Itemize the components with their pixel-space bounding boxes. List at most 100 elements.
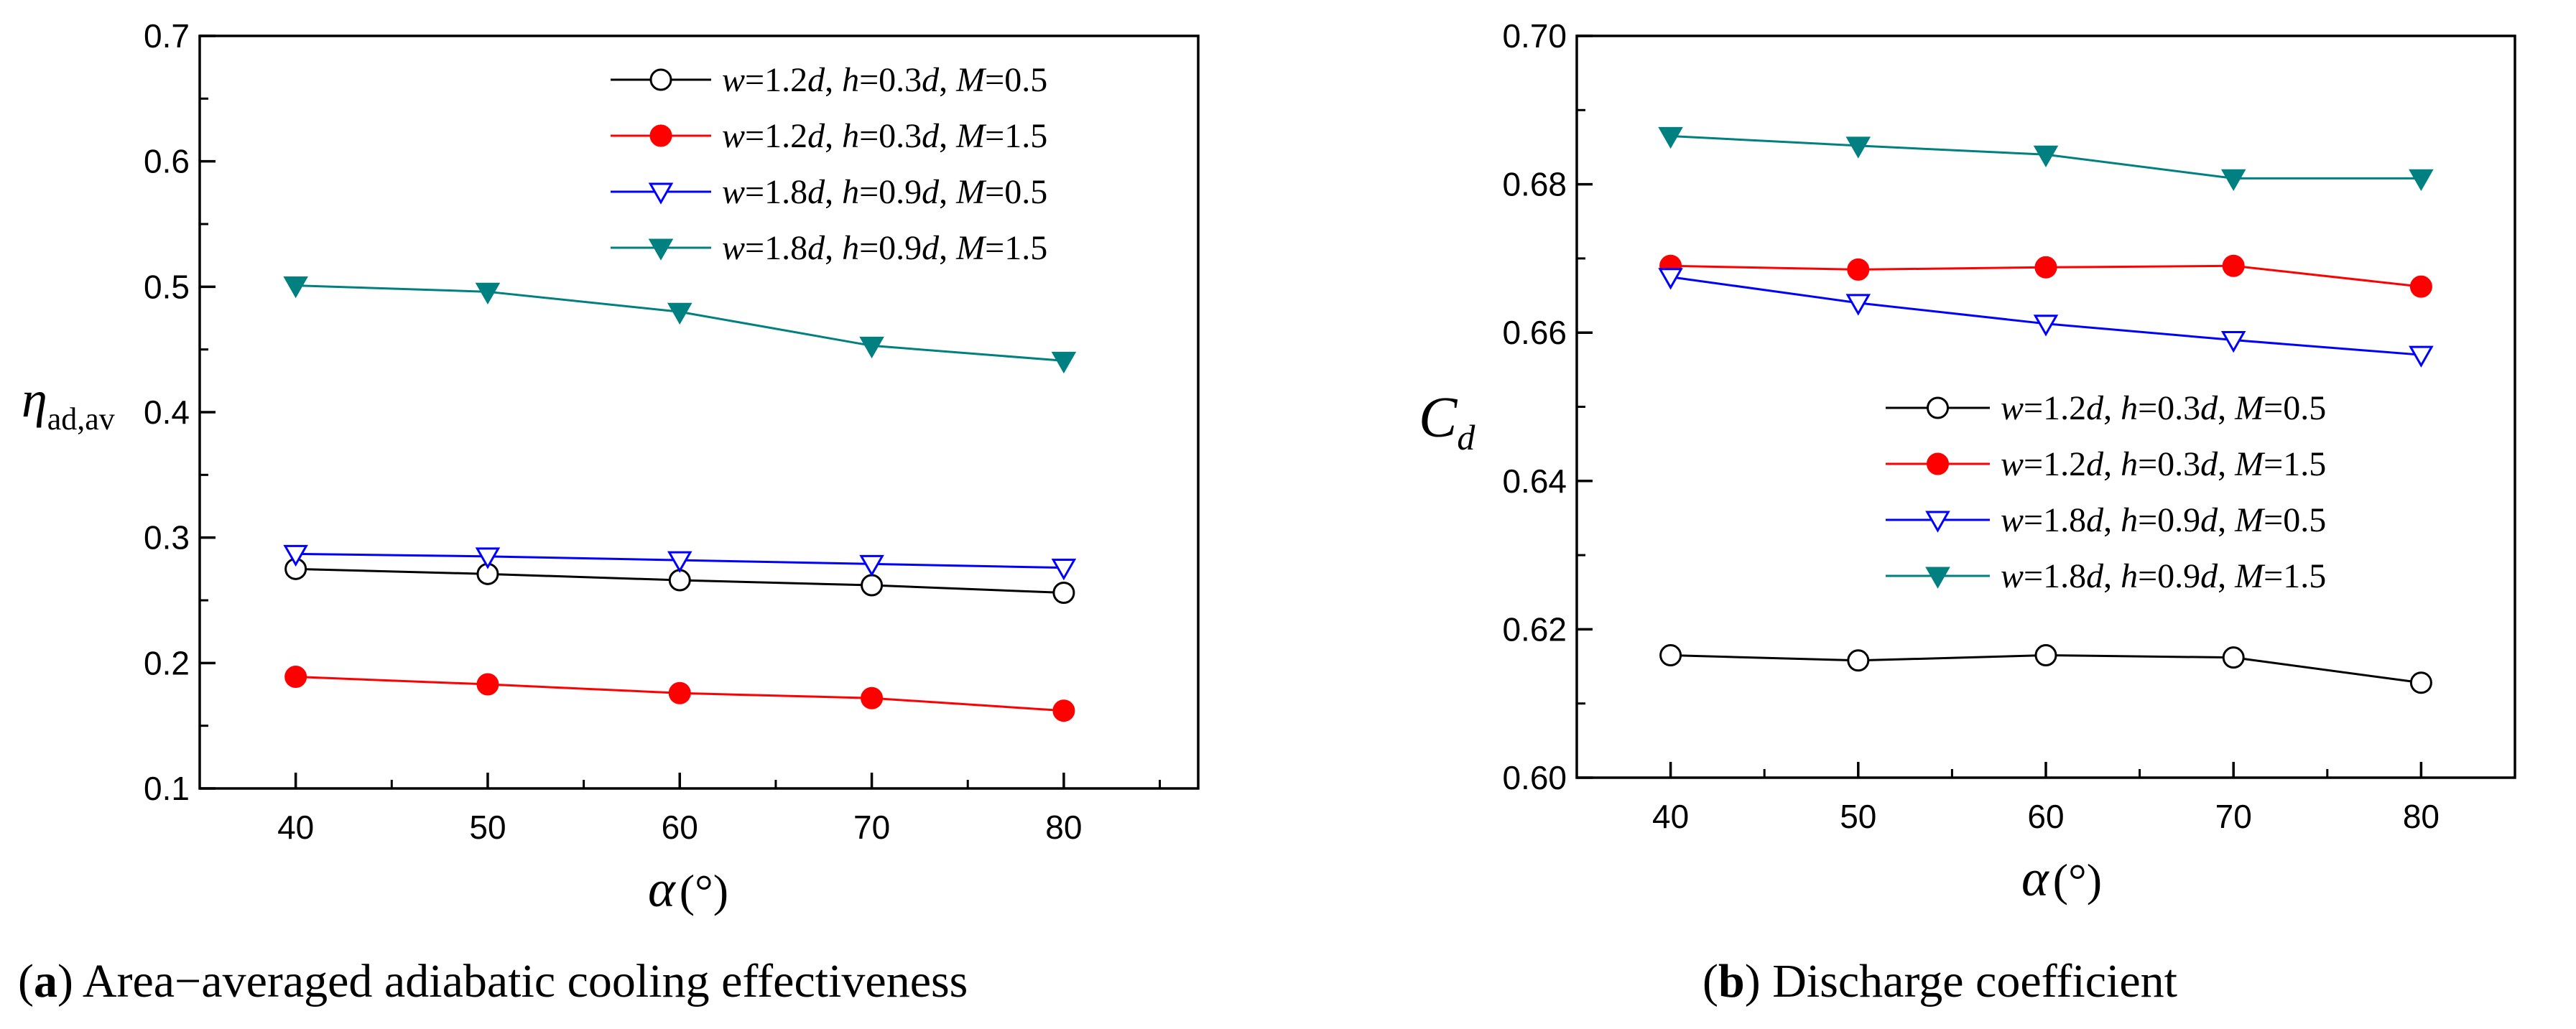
- legend-label-part: =0.3: [859, 117, 922, 155]
- legend-label-part: =1.8: [745, 173, 807, 211]
- legend-label-part: w: [2001, 557, 2024, 595]
- legend-label-part: w: [2001, 501, 2024, 539]
- legend-marker: [1925, 567, 1950, 589]
- legend-label-part: =0.9: [859, 173, 922, 211]
- y-tick-label: 0.3: [144, 519, 190, 557]
- data-point: [2220, 331, 2246, 353]
- legend-label-part: =1.8: [2024, 501, 2086, 539]
- legend-marker: [1927, 452, 1949, 475]
- data-point: [2222, 254, 2245, 277]
- x-axis-symbol: α: [648, 860, 676, 918]
- caption-paren: ): [1745, 955, 1772, 1007]
- x-tick-label: 50: [469, 809, 506, 846]
- legend-label-part: d: [2086, 501, 2104, 539]
- panel-caption: (a) Area−averaged adiabatic cooling effe…: [18, 955, 968, 1007]
- caption-text: Discharge coefficient: [1772, 955, 2177, 1007]
- panel-a: 0.10.20.30.40.50.60.740 50 60 70 80w=1.2d, h…: [18, 17, 1200, 1007]
- data-point: [1658, 126, 1683, 149]
- legend: w=1.2d, h=0.3d, M=0.5w=1.2d, h=0.3d, M=1…: [611, 61, 1047, 267]
- legend-label-part: =0.5: [2264, 389, 2326, 427]
- legend-label-part: d: [2086, 445, 2104, 483]
- legend-label-part: h: [2121, 389, 2138, 427]
- legend-label-part: M: [2234, 557, 2266, 595]
- x-axis-symbol: α: [2021, 849, 2049, 907]
- data-point: [667, 302, 692, 325]
- legend-label-part: =1.5: [985, 117, 1047, 155]
- x-tick-label: 60: [2027, 798, 2064, 835]
- legend-label-part: ,: [825, 229, 842, 267]
- legend-label-part: =1.8: [2024, 557, 2086, 595]
- legend-label-part: h: [2121, 445, 2138, 483]
- data-point: [1052, 699, 1075, 722]
- legend-label-part: ,: [2103, 389, 2121, 427]
- legend-label: w=1.8d, h=0.9d, M=1.5: [722, 229, 1047, 267]
- legend-label-part: ,: [2218, 389, 2235, 427]
- caption-paren: ): [57, 955, 83, 1007]
- series-1: [284, 557, 1075, 605]
- legend-label-part: h: [2121, 557, 2138, 595]
- legend-marker: [648, 182, 674, 205]
- legend-marker: [1925, 511, 1950, 533]
- legend-label-part: =0.9: [2138, 501, 2200, 539]
- legend-label-part: d: [2200, 501, 2218, 539]
- y-tick-label: 0.1: [144, 770, 190, 807]
- legend-label-part: ,: [2103, 557, 2121, 595]
- legend-label-part: d: [2200, 445, 2218, 483]
- y-axis-title: Cd: [1419, 386, 1475, 457]
- legend-label-part: =0.5: [2264, 501, 2326, 539]
- data-point: [859, 554, 884, 577]
- legend-label-part: =0.3: [859, 61, 922, 99]
- x-tick-label: 60: [662, 809, 698, 846]
- x-tick-label: 80: [1045, 809, 1082, 846]
- data-point: [668, 681, 691, 704]
- x-tick-label: 80: [2403, 798, 2440, 835]
- legend-label-part: ,: [825, 117, 842, 155]
- legend-label-part: =1.2: [2024, 445, 2086, 483]
- legend-label: w=1.8d, h=0.9d, M=0.5: [2001, 501, 2326, 539]
- legend-label-part: =1.2: [745, 117, 807, 155]
- y-tick-label: 0.6: [144, 143, 190, 180]
- legend-label-part: M: [955, 229, 987, 267]
- legend-label-part: ,: [825, 61, 842, 99]
- legend-label-part: w: [722, 117, 745, 155]
- y-axis-symbol: η: [22, 371, 47, 428]
- legend-label-part: w: [722, 229, 745, 267]
- data-point: [1052, 582, 1075, 605]
- y-tick-label: 0.70: [1502, 17, 1567, 55]
- legend-label-part: d: [922, 117, 940, 155]
- legend-item: w=1.2d, h=0.3d, M=1.5: [611, 117, 1047, 155]
- plot-frame: [198, 34, 1200, 790]
- legend-label-part: ,: [2218, 501, 2235, 539]
- legend-item: w=1.8d, h=0.9d, M=0.5: [1886, 501, 2326, 539]
- y-tick-label: 0.4: [144, 394, 190, 431]
- legend-label-part: h: [842, 117, 859, 155]
- data-point: [859, 336, 884, 359]
- data-point: [2409, 671, 2432, 694]
- y-tick-label: 0.60: [1502, 759, 1567, 796]
- legend-label: w=1.2d, h=0.3d, M=0.5: [722, 61, 1047, 99]
- data-point: [2409, 345, 2434, 368]
- y-tick-label: 0.68: [1502, 166, 1567, 203]
- data-point: [1845, 294, 1871, 316]
- caption-text: Area−averaged adiabatic cooling effectiv…: [83, 955, 968, 1007]
- legend-label-part: M: [2234, 445, 2266, 483]
- legend-label-part: =1.2: [2024, 389, 2086, 427]
- y-axis-title: ηad,av: [22, 371, 115, 437]
- y-tick-label: 0.66: [1502, 314, 1567, 351]
- data-point: [2220, 169, 2246, 192]
- data-point: [668, 569, 691, 592]
- legend-marker: [649, 124, 672, 147]
- legend-label-part: h: [842, 229, 859, 267]
- legend-label-part: ,: [939, 61, 956, 99]
- data-point: [475, 282, 501, 305]
- y-axis-symbol: C: [1419, 386, 1458, 450]
- data-point: [667, 551, 692, 573]
- legend-label-part: d: [2200, 389, 2218, 427]
- legend-label-part: =1.8: [745, 229, 807, 267]
- y-tick-label: 0.5: [144, 268, 190, 305]
- legend-label-part: ,: [939, 117, 956, 155]
- data-point: [2034, 256, 2057, 279]
- legend-marker: [648, 238, 674, 261]
